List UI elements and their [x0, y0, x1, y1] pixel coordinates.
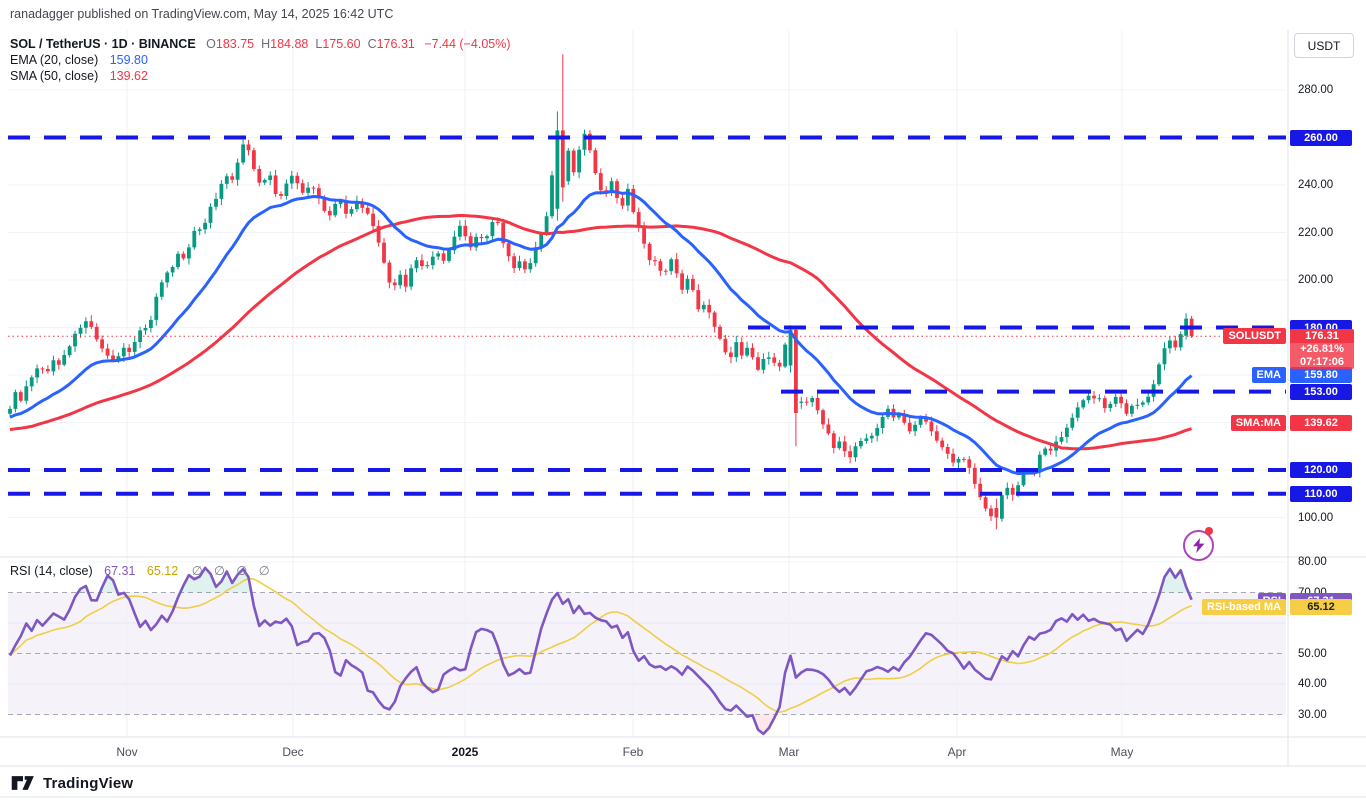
price-tick-label: 100.00 — [1298, 511, 1334, 524]
level-price-badge: 260.00 — [1290, 129, 1352, 146]
rsi-ma-line — [9, 577, 1192, 713]
chart-legend: SOL / TetherUS · 1D · BINANCE O183.75 H18… — [10, 36, 511, 84]
rsi-legend-row[interactable]: RSI (14, close) 67.31 65.12 ∅ ∅ ∅ ∅ — [10, 563, 274, 578]
last-change-percent: +26.81% — [1290, 343, 1354, 357]
sma-price-badge: 139.62 — [1290, 415, 1352, 432]
symbol-row[interactable]: SOL / TetherUS · 1D · BINANCE O183.75 H18… — [10, 36, 511, 52]
ema-tag: EMA — [1251, 367, 1286, 384]
sma-value: 139.62 — [109, 69, 148, 83]
price-tick-label: 280.00 — [1298, 84, 1334, 96]
ema-price-badge: 159.80 — [1290, 367, 1352, 384]
ohlc-number: 175.60 — [322, 37, 361, 51]
level-price-badge: 153.00 — [1290, 383, 1352, 400]
rsi-tick-label: 80.00 — [1298, 556, 1327, 568]
lightning-badge-icon[interactable] — [1183, 530, 1214, 561]
ohlc-number: 183.75 — [215, 37, 255, 51]
ohlc-letter: L — [315, 37, 323, 51]
sma-tag: SMA:MA — [1230, 415, 1286, 432]
ema20-line — [9, 189, 1193, 475]
price-tick-label: 200.00 — [1298, 274, 1334, 286]
currency-toggle-button[interactable]: USDT — [1294, 33, 1354, 58]
rsi-ma-value: 65.12 — [146, 564, 179, 578]
sma-legend-row[interactable]: SMA (50, close) 139.62 — [10, 68, 511, 84]
tradingview-brand-text: TradingView — [43, 774, 134, 792]
ema-value: 159.80 — [109, 53, 148, 67]
rsi-tick-label: 50.00 — [1298, 647, 1327, 660]
rsi-value: 67.31 — [104, 564, 136, 578]
publish-header: ranadagger published on TradingView.com,… — [10, 7, 394, 21]
price-scale[interactable]: 280.00240.00220.00200.00100.0080.0070.00… — [1288, 0, 1366, 766]
rsi-ma-value-badge: 65.12 — [1290, 599, 1352, 616]
symbol-tag: SOLUSDT — [1223, 328, 1286, 345]
level-price-badge: 110.00 — [1290, 485, 1352, 502]
price-tick-label: 240.00 — [1298, 179, 1334, 191]
symbol-title: SOL / TetherUS · 1D · BINANCE — [10, 37, 196, 51]
last-price-badge: 176.31 +26.81% 07:17:06 — [1290, 329, 1354, 370]
rsi-label: RSI (14, close) — [10, 564, 93, 578]
ohlc-values: O183.75 H184.88 L175.60 C176.31 — [199, 37, 415, 51]
time-scale[interactable]: Nov Dec 2025 Feb Mar Apr May — [0, 737, 1288, 766]
sma-label: SMA (50, close) — [10, 69, 99, 83]
ohlc-letter: H — [261, 37, 271, 51]
ohlc-letter: O — [206, 37, 216, 51]
rsi-tick-label: 40.00 — [1298, 678, 1327, 690]
time-axis-label: Mar — [778, 745, 800, 759]
rsi-hidden-values: ∅ ∅ ∅ ∅ — [191, 564, 274, 578]
rsi-tick-label: 30.00 — [1298, 708, 1327, 721]
ohlc-number: 176.31 — [376, 37, 415, 51]
candles-group — [8, 54, 1194, 530]
price-tick-label: 220.00 — [1298, 226, 1334, 239]
time-axis-label: Dec — [282, 745, 304, 759]
change-value: −7.44 (−4.05%) — [424, 37, 511, 51]
time-axis-label: Feb — [622, 745, 644, 759]
ema-legend-row[interactable]: EMA (20, close) 159.80 — [10, 52, 511, 68]
ema-label: EMA (20, close) — [10, 53, 99, 67]
level-price-badge: 120.00 — [1290, 462, 1352, 478]
tradingview-footer-link[interactable]: TradingView — [10, 771, 133, 795]
lightning-bolt-icon — [1192, 538, 1204, 553]
time-axis-label: 2025 — [451, 745, 479, 759]
countdown-timer: 07:17:06 — [1290, 356, 1354, 370]
rsi-line — [8, 566, 1193, 736]
time-axis-label: Apr — [947, 745, 967, 759]
ohlc-number: 184.88 — [270, 37, 309, 51]
last-price-value: 176.31 — [1290, 329, 1354, 344]
rsi-ma-tag: RSI-based MA — [1202, 599, 1286, 616]
time-axis-label: May — [1110, 745, 1134, 759]
time-axis-label: Nov — [116, 745, 138, 759]
notification-dot — [1205, 527, 1213, 535]
ohlc-letter: C — [367, 37, 377, 51]
sma50-line — [9, 214, 1193, 451]
tradingview-logo-icon — [11, 776, 34, 790]
